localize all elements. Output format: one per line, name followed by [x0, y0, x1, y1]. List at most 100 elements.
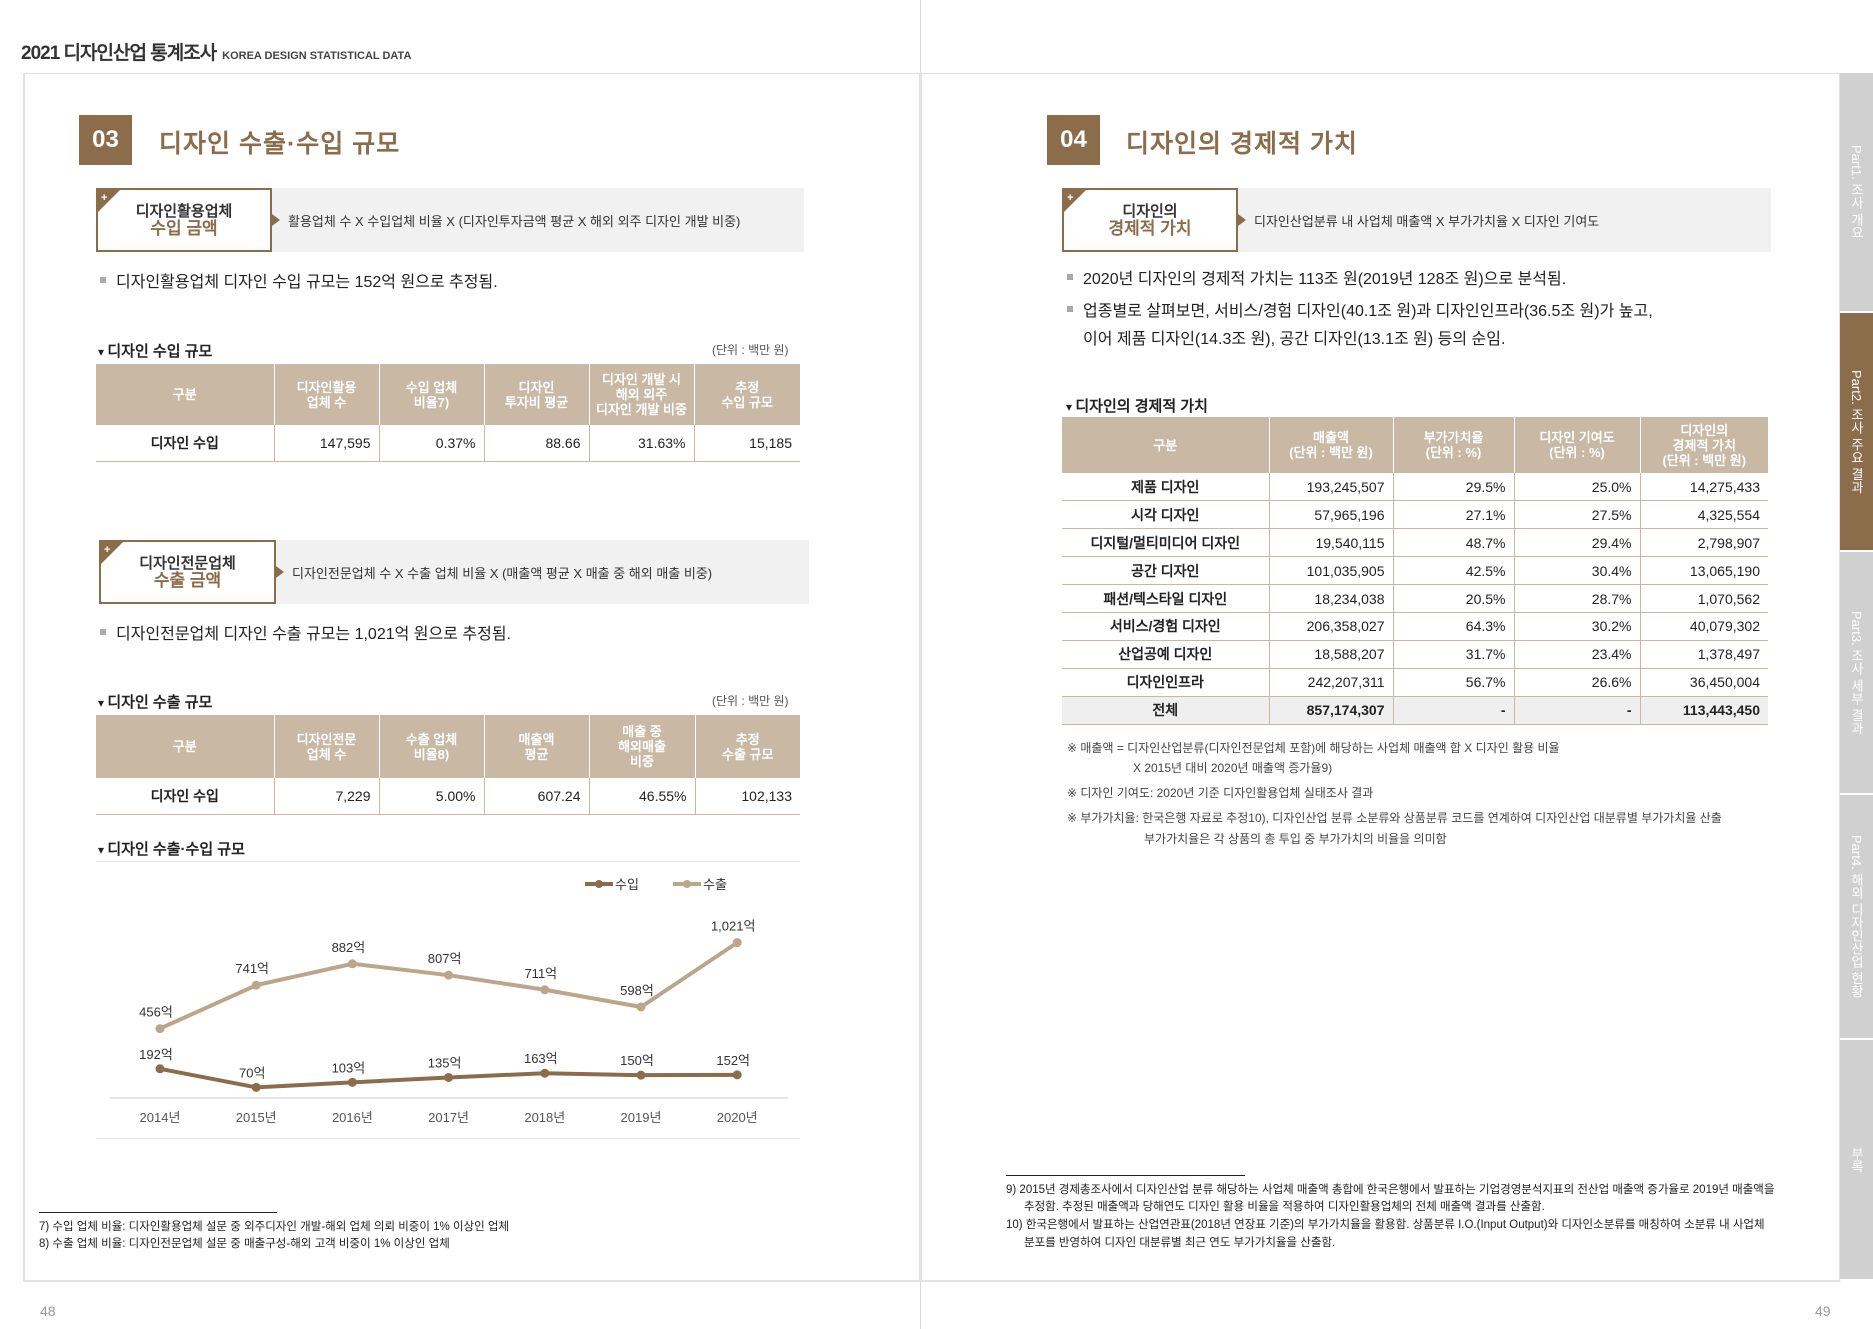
section-number: 03	[79, 115, 132, 165]
plus-icon: +	[1067, 192, 1074, 204]
table-cell: 디자인 수입	[96, 778, 274, 815]
bullet-text: 디자인활용업체 디자인 수입 규모는 152억 원으로 추정됨.	[116, 274, 498, 291]
data-label: 70억	[239, 1065, 265, 1080]
table-cell: -	[1513, 696, 1640, 725]
data-point	[444, 1072, 454, 1082]
table-note: 부가가치율은 각 상품의 총 투입 중 부가가치의 비율을 의미함	[1144, 832, 1447, 846]
table-cell: 20.5%	[1392, 584, 1514, 613]
side-tab-label: 부록	[1849, 1146, 1864, 1173]
column-header: 디자인전문 업체 수	[273, 715, 379, 778]
data-label: 163억	[524, 1051, 558, 1066]
table-header-row: 구분 디자인활용 업체 수 수입 업체 비율7) 디자인 투자비 평균 디자인 개발 시…	[96, 364, 800, 425]
side-tab-label: Part3. 조사 세부 결과	[1849, 610, 1864, 735]
column-header: 부가가치율 (단위 : %)	[1392, 417, 1514, 473]
table-note: ※ 매출액 = 디자인산업분류(디자인전문업체 포함)에 해당하는 사업체 매출…	[1067, 741, 1560, 755]
divider	[96, 861, 800, 862]
column-header: 추정 수입 규모	[693, 364, 800, 425]
data-label: 192억	[139, 1047, 173, 1062]
table-row: 디자인 수입 147,595 0.37% 88.66 31.63% 15,185	[96, 425, 800, 462]
table-row: 서비스/경험 디자인 206,358,027 64.3% 30.2% 40,079,30…	[1062, 612, 1768, 641]
column-header: 구분	[1062, 417, 1269, 473]
table-row: 디자인인프라 242,207,311 56.7% 26.6% 36,450,004	[1062, 668, 1768, 697]
table-note: ※ 부가가치율: 한국은행 자료로 추정10), 디자인산업 분류 소분류와 상…	[1067, 811, 1722, 825]
table-cell: 19,540,115	[1268, 528, 1393, 558]
summary-bullet-cont: 이어 제품 디자인(14.3조 원), 공간 디자인(13.1조 원) 등의 순…	[1083, 325, 1505, 349]
column-header: 구분	[96, 715, 274, 778]
side-tab-part3[interactable]: Part3. 조사 세부 결과	[1840, 552, 1873, 795]
table-cell: 206,358,027	[1268, 612, 1393, 641]
data-label: 150억	[620, 1053, 654, 1068]
table-title: 디자인 수입 규모	[98, 340, 212, 361]
data-label: 741억	[235, 961, 269, 976]
arrow-right-icon	[272, 214, 280, 226]
table-cell: 25.0%	[1513, 473, 1640, 502]
header-title: 2021 디자인산업 통계조사	[21, 43, 217, 64]
data-label: 135억	[428, 1055, 462, 1070]
table-note: ※ 디자인 기여도: 2020년 기준 디자인활용업체 실태조사 결과	[1067, 786, 1374, 800]
formula-label-top: 디자인전문업체	[139, 555, 236, 572]
table-cell: 242,207,311	[1268, 668, 1393, 697]
table-note: X 2015년 대비 2020년 매출액 증가율9)	[1133, 761, 1333, 775]
x-tick-label: 2018년	[524, 1110, 565, 1125]
table-cell: 36,450,004	[1639, 668, 1768, 697]
table-cell: 102,133	[694, 778, 800, 815]
column-header: 매출액 (단위 : 백만 원)	[1268, 417, 1393, 473]
table-cell: 42.5%	[1392, 556, 1514, 586]
table-cell: 23.4%	[1513, 640, 1640, 669]
data-point	[347, 1077, 357, 1087]
column-header: 수입 업체 비율7)	[378, 364, 484, 425]
table-cell: 193,245,507	[1268, 473, 1393, 502]
table-cell: 607.24	[483, 778, 589, 815]
side-tab-part2[interactable]: Part2. 조사 주요 결과	[1840, 313, 1873, 552]
table-cell: 패션/텍스타일 디자인	[1062, 584, 1269, 613]
legend-marker	[595, 880, 603, 888]
table-cell: 디자인 수입	[96, 425, 274, 462]
data-point	[636, 1002, 646, 1012]
data-label: 152억	[716, 1053, 750, 1068]
table-cell: 27.5%	[1513, 500, 1640, 530]
table-row: 디자인 수입 7,229 5.00% 607.24 46.55% 102,133	[96, 778, 800, 815]
bullet-icon	[100, 629, 106, 635]
table-cell: 46.55%	[588, 778, 695, 815]
footnote-rule	[39, 1212, 277, 1213]
divider	[96, 1138, 800, 1139]
table-cell: -	[1392, 696, 1514, 725]
table-cell: 시각 디자인	[1062, 500, 1269, 530]
formula-box-export: + 디자인전문업체 수출 금액 디자인전문업체 수 X 수출 업체 비율 X (매출…	[99, 540, 809, 604]
side-tab-part4[interactable]: Part4. 해외 디자인산업 현황	[1840, 795, 1873, 1040]
column-header: 수출 업체 비율8)	[378, 715, 484, 778]
formula-text: 디자인산업분류 내 사업체 매출액 X 부가가치율 X 디자인 기여도	[1254, 213, 1600, 229]
data-point	[155, 1064, 165, 1074]
table-row: 시각 디자인 57,965,196 27.1% 27.5% 4,325,554	[1062, 500, 1768, 530]
formula-label: + 디자인활용업체 수입 금액	[96, 188, 272, 252]
legend-marker	[683, 880, 691, 888]
x-tick-label: 2015년	[236, 1110, 277, 1125]
table-cell: 40,079,302	[1639, 612, 1768, 641]
formula-label: + 디자인의 경제적 가치	[1062, 188, 1238, 252]
table-cell: 1,378,497	[1639, 640, 1768, 669]
formula-label-bottom: 수출 금액	[153, 571, 222, 590]
data-point	[636, 1070, 646, 1080]
table-cell: 857,174,307	[1268, 696, 1393, 725]
legend-label: 수입	[615, 877, 639, 892]
x-tick-label: 2016년	[332, 1110, 373, 1125]
x-tick-label: 2017년	[428, 1110, 469, 1125]
section-title: 디자인의 경제적 가치	[1126, 130, 1358, 158]
side-tab-part1[interactable]: Part1. 조사 개요	[1840, 73, 1873, 313]
data-point	[251, 1082, 261, 1092]
table-title: 디자인 수출 규모	[98, 691, 212, 712]
plus-icon: +	[101, 192, 108, 204]
table-row: 산업공예 디자인 18,588,207 31.7% 23.4% 1,378,497	[1062, 640, 1768, 669]
arrow-right-icon	[276, 566, 284, 578]
table-unit: (단위 : 백만 원)	[712, 694, 789, 708]
bullet-text: 업종별로 살펴보면, 서비스/경험 디자인(40.1조 원)과 디자인인프라(3…	[1083, 303, 1653, 320]
side-tab-appendix[interactable]: 부록	[1840, 1040, 1873, 1281]
footnote: 분포를 반영하여 디자인 대분류별 최근 연도 부가가치율을 산출함.	[1024, 1237, 1336, 1249]
table-row: 전체 857,174,307- -113,443,450	[1062, 696, 1768, 725]
formula-box-value: + 디자인의 경제적 가치 디자인산업분류 내 사업체 매출액 X 부가가치율 X …	[1062, 188, 1771, 252]
x-tick-label: 2014년	[140, 1110, 181, 1125]
data-label: 882억	[332, 940, 366, 955]
table-row: 패션/텍스타일 디자인 18,234,038 20.5% 28.7% 1,070,562	[1062, 584, 1768, 613]
x-tick-label: 2019년	[621, 1110, 662, 1125]
table-header-row: 구분 매출액 (단위 : 백만 원) 부가가치율 (단위 : %) 디자인 기여도 (…	[1062, 417, 1768, 473]
